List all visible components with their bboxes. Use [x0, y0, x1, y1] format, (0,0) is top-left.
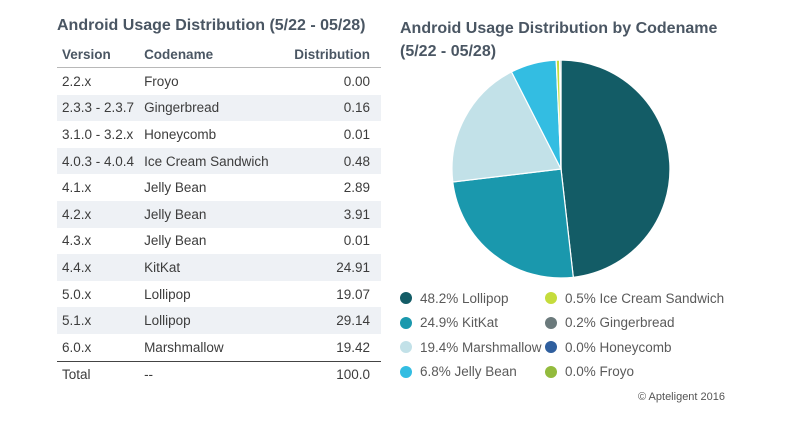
cell-version: 5.0.x: [62, 286, 92, 302]
table-header-row: Version Codename Distribution: [57, 41, 381, 68]
pie-slice-kitkat: [452, 168, 574, 279]
legend-label: 0.2% Gingerbread: [565, 315, 675, 331]
table-row: 6.0.x Marshmallow 19.42: [57, 334, 381, 361]
cell-version: 2.3.3 - 2.3.7: [57, 94, 140, 122]
legend-swatch: [545, 292, 557, 304]
legend-swatch: [400, 292, 412, 304]
cell-codename: Jelly Bean: [144, 180, 207, 196]
cell-version: 6.0.x: [62, 339, 92, 355]
cell-distribution: 19.42: [336, 339, 370, 355]
table-title: Android Usage Distribution (5/22 - 05/28…: [57, 17, 366, 34]
legend-swatch: [545, 316, 557, 329]
legend-label: 24.9% KitKat: [420, 315, 499, 331]
chart-title: Android Usage Distribution by Codename (…: [400, 20, 718, 60]
legend-swatch: [545, 365, 557, 378]
cell-codename: KitKat: [139, 254, 290, 281]
cell-distribution: 24.91: [289, 254, 381, 281]
total-value: 100.0: [289, 360, 381, 388]
cell-codename: Lollipop: [144, 286, 191, 302]
legend-item: 24.9% KitKat: [400, 315, 545, 331]
legend-swatch: [400, 341, 412, 354]
cell-codename: Jelly Bean: [139, 200, 290, 228]
cell-distribution: 3.91: [289, 200, 381, 228]
cell-codename: Jelly Bean: [144, 233, 207, 249]
cell-codename: Lollipop: [139, 307, 290, 334]
legend-swatch: [400, 316, 412, 329]
table-row: 5.1.x Lollipop 29.14: [57, 307, 381, 334]
pie-slice-lollipop: [560, 59, 671, 278]
cell-distribution: 0.48: [289, 147, 381, 175]
pie-chart: [451, 59, 671, 279]
legend-label: 0.0% Honeycomb: [565, 339, 672, 355]
legend-item: 0.0% Froyo: [545, 364, 735, 380]
legend-item: 0.5% Ice Cream Sandwich: [545, 290, 735, 306]
pie-slice-gingerbread: [559, 59, 562, 170]
cell-distribution: 0.00: [343, 73, 370, 89]
legend-label: 48.2% Lollipop: [420, 290, 509, 306]
total-codename: --: [139, 360, 290, 388]
legend-label: 0.5% Ice Cream Sandwich: [565, 290, 725, 306]
legend-label: 0.0% Froyo: [565, 364, 635, 380]
table-row: 4.1.x Jelly Bean 2.89: [57, 174, 381, 201]
cell-version: 4.4.x: [57, 254, 140, 281]
legend-item: 19.4% Marshmallow: [400, 339, 545, 355]
chart-legend: 48.2% Lollipop 0.5% Ice Cream Sandwich 24.…: [400, 290, 745, 380]
table-total-row: Total -- 100.0: [57, 360, 381, 388]
cell-version: 5.1.x: [57, 307, 140, 334]
legend-label: 6.8% Jelly Bean: [420, 364, 517, 380]
table-row: 2.2.x Froyo 0.00: [57, 68, 381, 95]
cell-codename: Honeycomb: [144, 126, 217, 142]
legend-label: 19.4% Marshmallow: [420, 339, 542, 355]
legend-item: 0.0% Honeycomb: [545, 339, 735, 355]
legend-item: 0.2% Gingerbread: [545, 315, 735, 331]
header-distribution: Distribution: [289, 41, 381, 68]
cell-distribution: 0.01: [343, 233, 370, 249]
table-row: 2.3.3 - 2.3.7 Gingerbread 0.16: [57, 94, 381, 122]
cell-version: 4.0.3 - 4.0.4: [57, 147, 140, 175]
header-codename: Codename: [139, 41, 290, 68]
cell-codename: Marshmallow: [144, 339, 224, 355]
table-row: 4.4.x KitKat 24.91: [57, 254, 381, 281]
cell-codename: Ice Cream Sandwich: [139, 147, 290, 175]
cell-codename: Gingerbread: [139, 94, 290, 122]
distribution-table: Version Codename Distribution 2.2.x Froy…: [57, 41, 381, 388]
table-row: 4.2.x Jelly Bean 3.91: [57, 200, 381, 228]
cell-version: 3.1.0 - 3.2.x: [62, 126, 134, 142]
total-label: Total: [57, 360, 140, 388]
legend-item: 48.2% Lollipop: [400, 290, 545, 306]
table-row: 4.0.3 - 4.0.4 Ice Cream Sandwich 0.48: [57, 147, 381, 175]
cell-codename: Froyo: [144, 73, 179, 89]
pie-slice-marshmallow: [451, 71, 562, 183]
cell-distribution: 0.16: [289, 94, 381, 122]
legend-item: 6.8% Jelly Bean: [400, 364, 545, 380]
cell-version: 2.2.x: [62, 73, 92, 89]
table-row: 4.3.x Jelly Bean 0.01: [57, 228, 381, 255]
cell-version: 4.2.x: [57, 200, 140, 228]
legend-swatch: [545, 341, 557, 354]
cell-version: 4.1.x: [62, 180, 92, 196]
table-row: 5.0.x Lollipop 19.07: [57, 281, 381, 308]
cell-distribution: 19.07: [336, 286, 370, 302]
cell-distribution: 0.01: [343, 126, 370, 142]
cell-distribution: 2.89: [343, 180, 370, 196]
cell-version: 4.3.x: [62, 233, 92, 249]
header-version: Version: [57, 41, 140, 68]
legend-swatch: [400, 365, 412, 378]
cell-distribution: 29.14: [289, 307, 381, 334]
copyright-text: © Apteligent 2016: [638, 391, 726, 403]
table-row: 3.1.0 - 3.2.x Honeycomb 0.01: [57, 121, 381, 148]
